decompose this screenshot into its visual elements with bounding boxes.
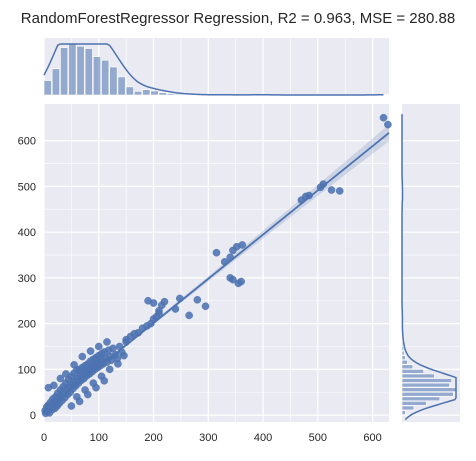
y-tick-label: 300 bbox=[18, 273, 36, 285]
top-histogram-bar bbox=[117, 76, 126, 96]
scatter-point bbox=[114, 360, 122, 368]
right-histogram-bar bbox=[401, 346, 404, 351]
scatter-point bbox=[84, 390, 92, 399]
right-histogram-bar bbox=[401, 364, 414, 370]
top-histogram-bar bbox=[43, 80, 52, 96]
right-histogram-bar bbox=[401, 387, 457, 392]
scatter-point bbox=[185, 311, 193, 320]
y-tick-label: 600 bbox=[18, 136, 36, 148]
right-histogram-bar bbox=[401, 410, 406, 415]
scatter-point bbox=[120, 351, 128, 360]
right-histogram-bar bbox=[401, 401, 427, 406]
scatter-point bbox=[92, 383, 100, 392]
right-kde-curve bbox=[401, 114, 457, 421]
y-tick-label: 100 bbox=[18, 364, 36, 376]
scatter-point bbox=[75, 397, 84, 406]
x-tick-label: 500 bbox=[309, 432, 327, 444]
right-histogram bbox=[401, 114, 457, 421]
top-histogram-bar bbox=[158, 92, 167, 96]
x-tick-label: 0 bbox=[41, 432, 47, 444]
right-histogram-bar bbox=[401, 373, 435, 379]
scatter-point bbox=[201, 302, 210, 311]
x-tick-label: 100 bbox=[90, 432, 108, 444]
chart-title: RandomForestRegressor Regression, R2 = 0… bbox=[20, 10, 456, 27]
scatter-point bbox=[100, 377, 109, 385]
regression-line bbox=[43, 132, 390, 413]
tick-labels: 0 100 200 300 400 500 600 0 100 200 300 400 500 600 bbox=[18, 136, 382, 444]
scatter-point bbox=[335, 187, 344, 195]
scatter-point bbox=[62, 370, 70, 378]
y-tick-label: 500 bbox=[18, 181, 36, 193]
scatter-point bbox=[327, 186, 336, 194]
scatter-point bbox=[94, 342, 103, 351]
scatter-point bbox=[67, 402, 76, 410]
right-histogram-bar bbox=[401, 378, 452, 383]
top-histogram-bar bbox=[175, 93, 184, 96]
scatter-point bbox=[86, 347, 95, 355]
top-histogram-bar bbox=[166, 93, 175, 96]
top-histogram-bar bbox=[101, 59, 110, 96]
right-histogram-bar bbox=[401, 396, 441, 402]
x-tick-label: 300 bbox=[199, 432, 217, 444]
top-kde-curve bbox=[43, 43, 384, 96]
y-tick-label: 400 bbox=[18, 227, 36, 239]
scatter-point bbox=[384, 120, 392, 129]
top-histogram-bar bbox=[125, 86, 134, 96]
scatter-point bbox=[78, 352, 87, 361]
top-histogram-bar bbox=[84, 48, 93, 96]
scatter-point bbox=[160, 297, 169, 306]
right-histogram-bar bbox=[401, 405, 415, 411]
right-histogram-bar bbox=[401, 350, 405, 356]
top-histogram-bar bbox=[150, 90, 159, 96]
right-histogram-bar bbox=[401, 382, 450, 388]
top-histogram-bar bbox=[68, 43, 77, 96]
right-histogram-bar bbox=[401, 359, 408, 365]
right-histogram-bar bbox=[401, 341, 404, 347]
scatter-point bbox=[212, 248, 221, 257]
top-histogram-bar bbox=[60, 47, 69, 96]
y-tick-label: 0 bbox=[30, 410, 36, 422]
top-histogram-bar bbox=[109, 66, 118, 96]
right-histogram-bar bbox=[401, 391, 454, 397]
top-histogram-bar bbox=[92, 56, 101, 96]
top-histogram-bar bbox=[142, 89, 151, 96]
confidence-band bbox=[44, 124, 389, 413]
right-histogram-bar bbox=[401, 355, 406, 360]
top-histogram-bar bbox=[76, 45, 85, 96]
scatter-point bbox=[193, 296, 202, 304]
scatter-point bbox=[238, 241, 247, 249]
scatter-point bbox=[56, 374, 65, 383]
scatter-point bbox=[149, 299, 158, 307]
top-histogram-bar bbox=[51, 68, 60, 96]
scatter-point bbox=[379, 113, 388, 122]
scatter-point bbox=[105, 365, 114, 374]
scatter-point bbox=[109, 344, 117, 353]
y-tick-label: 200 bbox=[18, 319, 36, 331]
right-histogram-bar bbox=[401, 369, 424, 374]
x-tick-label: 400 bbox=[254, 432, 272, 444]
scatter-point bbox=[229, 275, 237, 284]
main-scatter-panel bbox=[44, 104, 389, 422]
top-histogram-bar bbox=[134, 91, 143, 96]
scatter-point bbox=[237, 277, 245, 286]
x-tick-label: 200 bbox=[144, 432, 162, 444]
scatter-point bbox=[50, 381, 58, 390]
scatter-point bbox=[103, 338, 111, 346]
top-histogram bbox=[43, 43, 389, 96]
x-tick-label: 600 bbox=[363, 432, 381, 444]
scatter-point bbox=[70, 361, 78, 369]
